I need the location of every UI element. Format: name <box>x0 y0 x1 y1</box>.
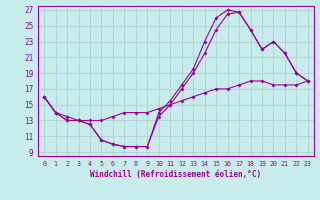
X-axis label: Windchill (Refroidissement éolien,°C): Windchill (Refroidissement éolien,°C) <box>91 170 261 179</box>
